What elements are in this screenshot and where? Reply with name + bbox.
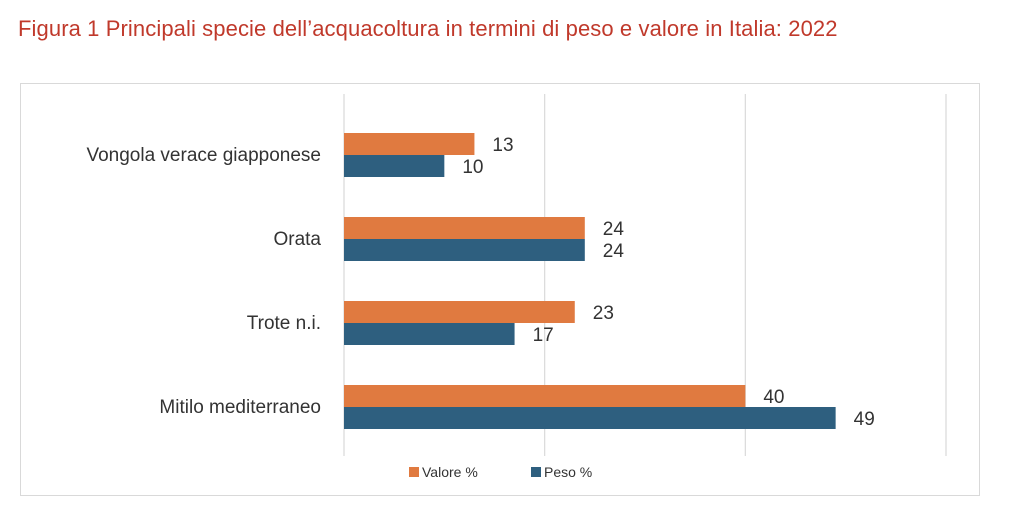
bar-valore	[344, 385, 746, 407]
data-label: 10	[462, 157, 483, 178]
bar-peso	[344, 323, 515, 345]
bar-valore	[344, 217, 585, 239]
data-label: 40	[763, 387, 784, 408]
data-label: 49	[854, 409, 875, 430]
legend-label: Valore %	[422, 464, 478, 480]
data-label: 23	[593, 303, 614, 324]
figure-title: Figura 1 Principali specie dell’acquacol…	[18, 16, 838, 41]
data-label: 13	[492, 135, 513, 156]
category-label: Mitilo mediterraneo	[159, 397, 321, 418]
bar-peso	[344, 407, 836, 429]
category-label: Orata	[273, 229, 321, 250]
data-label: 24	[603, 219, 625, 240]
bar-valore	[344, 301, 575, 323]
chart-frame: Vongola verace giapponese 13 10 Orata 24 24 Tr…	[20, 83, 980, 496]
bar-peso	[344, 155, 445, 177]
category-label: Vongola verace giapponese	[86, 145, 321, 166]
bar-peso	[344, 239, 585, 261]
legend-label: Peso %	[544, 464, 592, 480]
legend-swatch	[409, 467, 419, 477]
bar-valore	[344, 133, 475, 155]
data-label: 24	[603, 241, 625, 262]
legend-swatch	[531, 467, 541, 477]
data-label: 17	[533, 325, 554, 346]
category-label: Trote n.i.	[247, 313, 321, 334]
